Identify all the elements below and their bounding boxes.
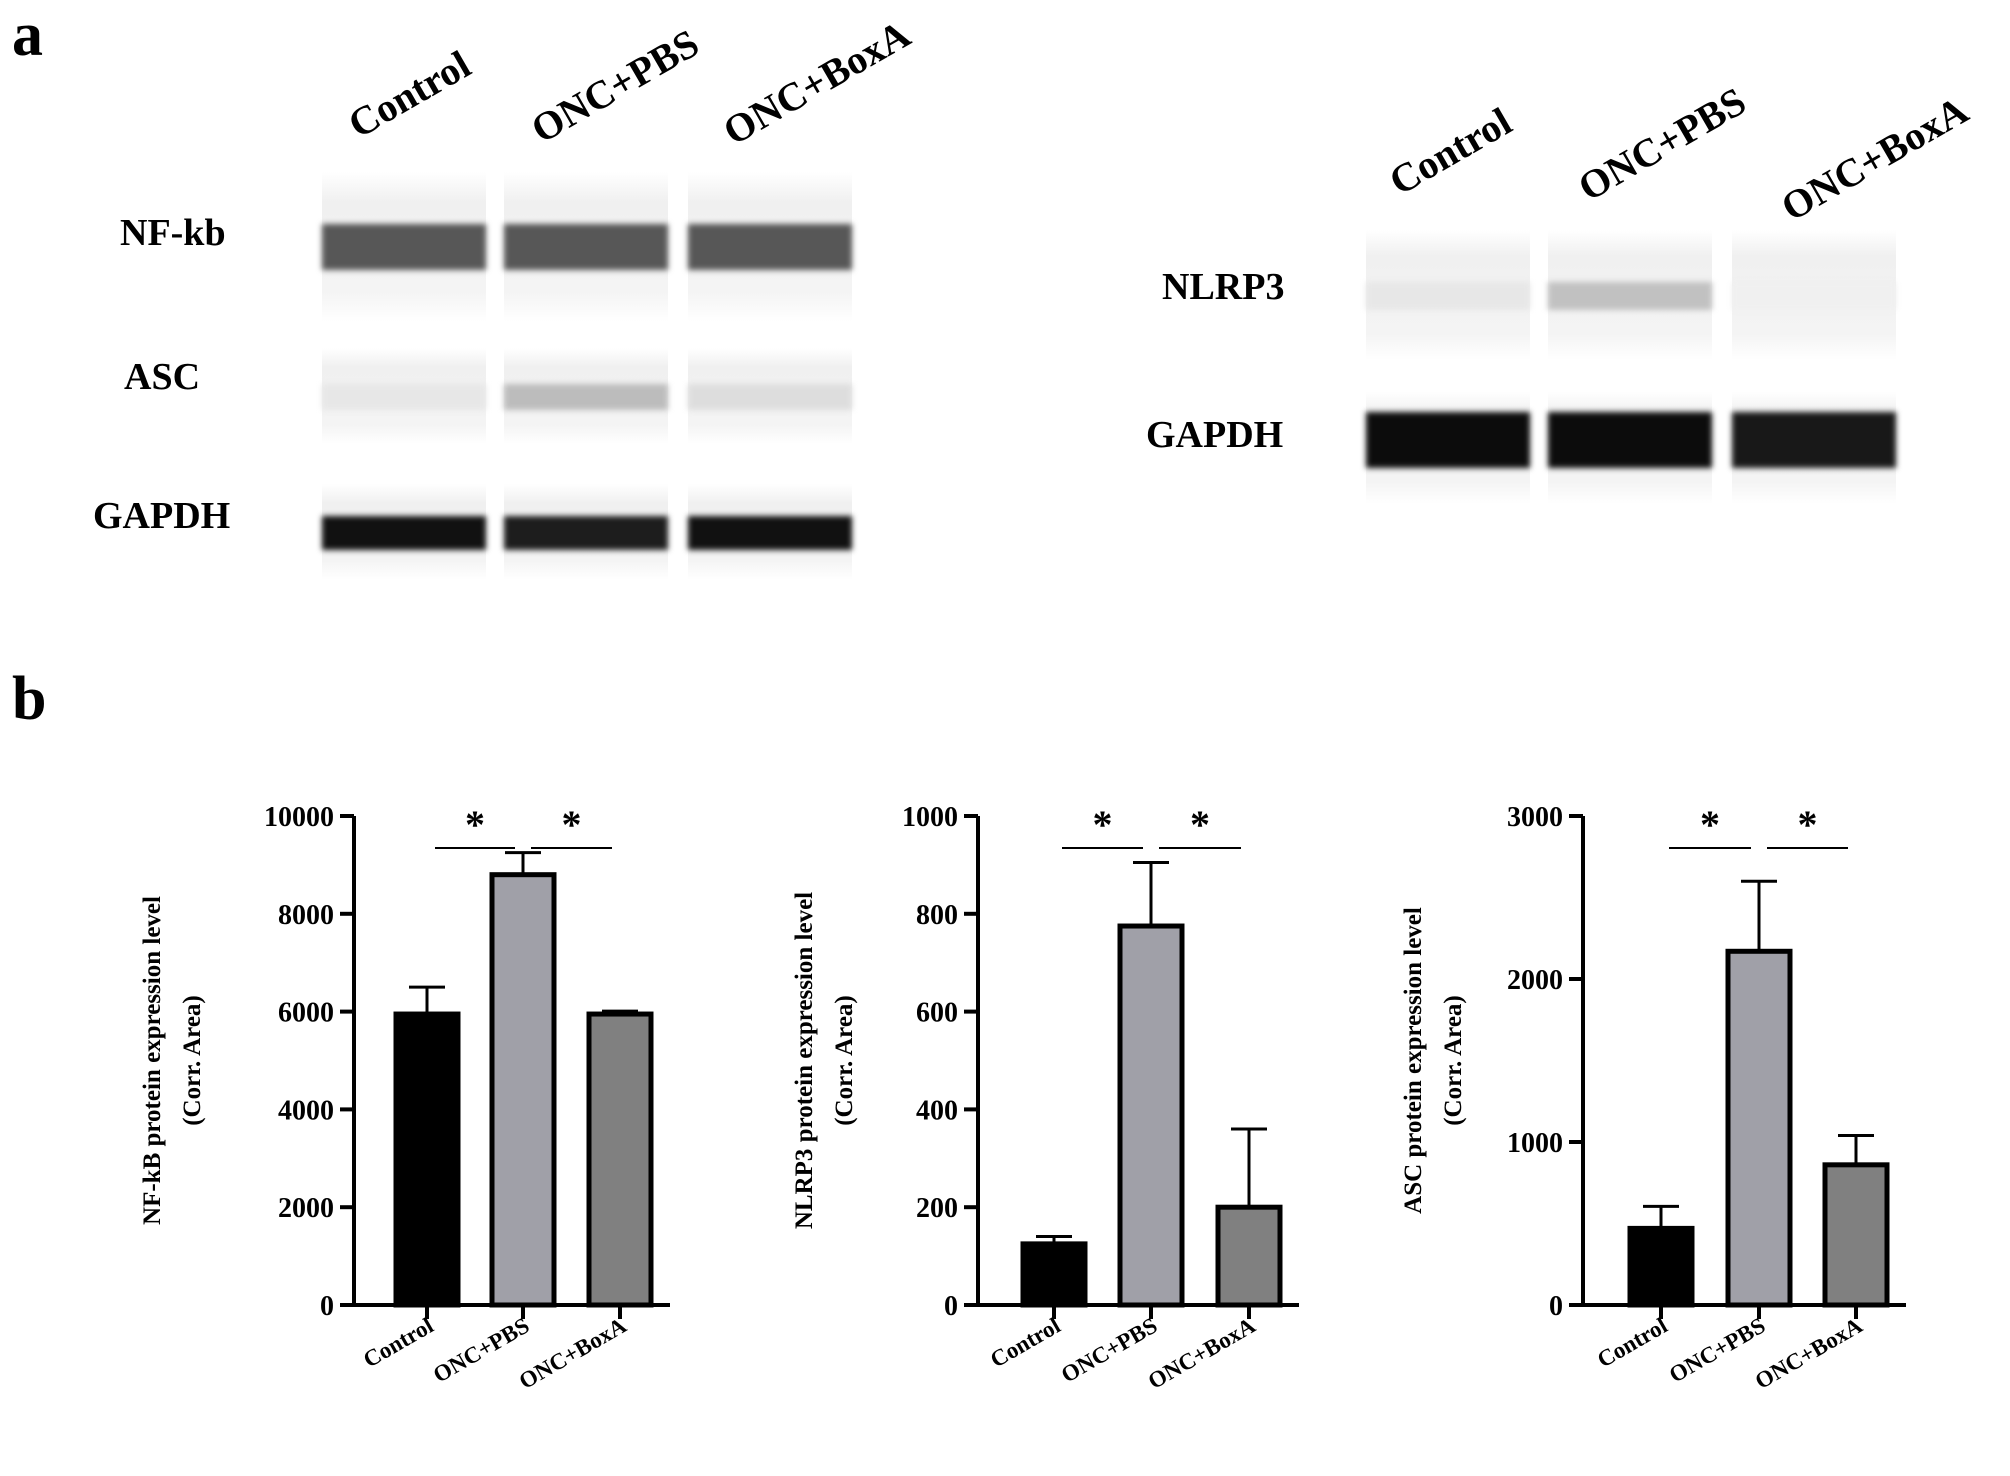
blot-band bbox=[504, 384, 668, 410]
bar bbox=[1627, 1225, 1695, 1308]
bar bbox=[586, 1011, 654, 1308]
blot-band bbox=[1548, 282, 1712, 310]
blot-band bbox=[1732, 412, 1896, 468]
blot-lane bbox=[688, 484, 852, 580]
y-tick-label: 800 bbox=[916, 900, 958, 931]
y-tick-label: 400 bbox=[916, 1095, 958, 1126]
y-tick-label: 600 bbox=[916, 998, 958, 1029]
y-tick-label: 2000 bbox=[1507, 965, 1563, 996]
x-tick-label: Control bbox=[986, 1313, 1065, 1373]
blot-band bbox=[504, 516, 668, 550]
blot-lane bbox=[688, 172, 852, 322]
blot-band bbox=[1366, 282, 1530, 310]
row-label-asc: ASC bbox=[124, 356, 201, 398]
y-tick-label: 1000 bbox=[1507, 1128, 1563, 1159]
y-axis-title-units: (Corr. Area) bbox=[1440, 995, 1467, 1126]
significance-star: * bbox=[1093, 802, 1113, 847]
blot-lane bbox=[322, 484, 486, 580]
significance-star: * bbox=[1798, 802, 1818, 847]
y-tick-label: 6000 bbox=[278, 998, 334, 1029]
bar bbox=[393, 1011, 461, 1308]
bar bbox=[1822, 1162, 1890, 1308]
blot-band bbox=[688, 224, 852, 270]
x-tick-label: ONC+BoxA bbox=[1144, 1312, 1260, 1393]
bar bbox=[1215, 1204, 1283, 1308]
blot-band bbox=[504, 224, 668, 270]
y-tick-label: 0 bbox=[1549, 1291, 1563, 1322]
x-tick-label: Control bbox=[1593, 1313, 1672, 1373]
blot-band bbox=[1366, 412, 1530, 468]
y-tick-label: 8000 bbox=[278, 900, 334, 931]
y-tick-label: 200 bbox=[916, 1193, 958, 1224]
y-tick-label: 10000 bbox=[264, 802, 334, 833]
significance-star: * bbox=[1700, 802, 1720, 847]
significance-star: * bbox=[1190, 802, 1210, 847]
significance-star: * bbox=[562, 802, 582, 847]
y-tick-label: 1000 bbox=[902, 802, 958, 833]
blot-lane bbox=[504, 484, 668, 580]
row-label-gapdh: GAPDH bbox=[1146, 414, 1284, 456]
blot-lane bbox=[1732, 230, 1896, 360]
blot-lane bbox=[688, 348, 852, 444]
y-tick-label: 3000 bbox=[1507, 802, 1563, 833]
panel-letter-a: a bbox=[12, 1, 43, 69]
panel-letter-b: b bbox=[12, 665, 47, 733]
y-axis-title-units: (Corr. Area) bbox=[831, 995, 858, 1126]
row-label-nfkb: NF-kb bbox=[120, 212, 226, 254]
blot-lane bbox=[1548, 230, 1712, 360]
bar bbox=[1020, 1241, 1088, 1308]
x-tick-label: Control bbox=[359, 1313, 438, 1373]
y-axis-title-units: (Corr. Area) bbox=[179, 995, 206, 1126]
blot-band bbox=[322, 516, 486, 550]
bar bbox=[489, 872, 557, 1308]
y-tick-label: 0 bbox=[944, 1291, 958, 1322]
blot-lane bbox=[322, 172, 486, 322]
blot-band bbox=[322, 384, 486, 410]
bar bbox=[1725, 948, 1793, 1308]
y-axis-title: NF-kB protein expression level bbox=[139, 896, 166, 1225]
blot-lane bbox=[1366, 230, 1530, 360]
y-tick-label: 2000 bbox=[278, 1193, 334, 1224]
y-axis-title: NLRP3 protein expression level bbox=[791, 892, 818, 1229]
row-label-gapdh: GAPDH bbox=[93, 495, 231, 537]
row-label-nlrp3: NLRP3 bbox=[1162, 266, 1285, 308]
x-tick-label: ONC+BoxA bbox=[515, 1312, 631, 1393]
y-tick-label: 4000 bbox=[278, 1095, 334, 1126]
blot-band bbox=[688, 516, 852, 550]
blot-lane bbox=[504, 348, 668, 444]
blot-lane bbox=[1732, 392, 1896, 504]
blot-lane bbox=[1548, 392, 1712, 504]
blot-band bbox=[688, 384, 852, 410]
blot-band bbox=[1732, 282, 1896, 310]
blot-lane bbox=[322, 348, 486, 444]
significance-star: * bbox=[465, 802, 485, 847]
y-axis-title: ASC protein expression level bbox=[1400, 907, 1427, 1214]
x-tick-label: ONC+BoxA bbox=[1751, 1312, 1867, 1393]
blot-lane bbox=[504, 172, 668, 322]
y-tick-label: 0 bbox=[320, 1291, 334, 1322]
blot-lane bbox=[1366, 392, 1530, 504]
blot-band bbox=[1548, 412, 1712, 468]
blot-band bbox=[322, 224, 486, 270]
bar bbox=[1117, 923, 1185, 1308]
